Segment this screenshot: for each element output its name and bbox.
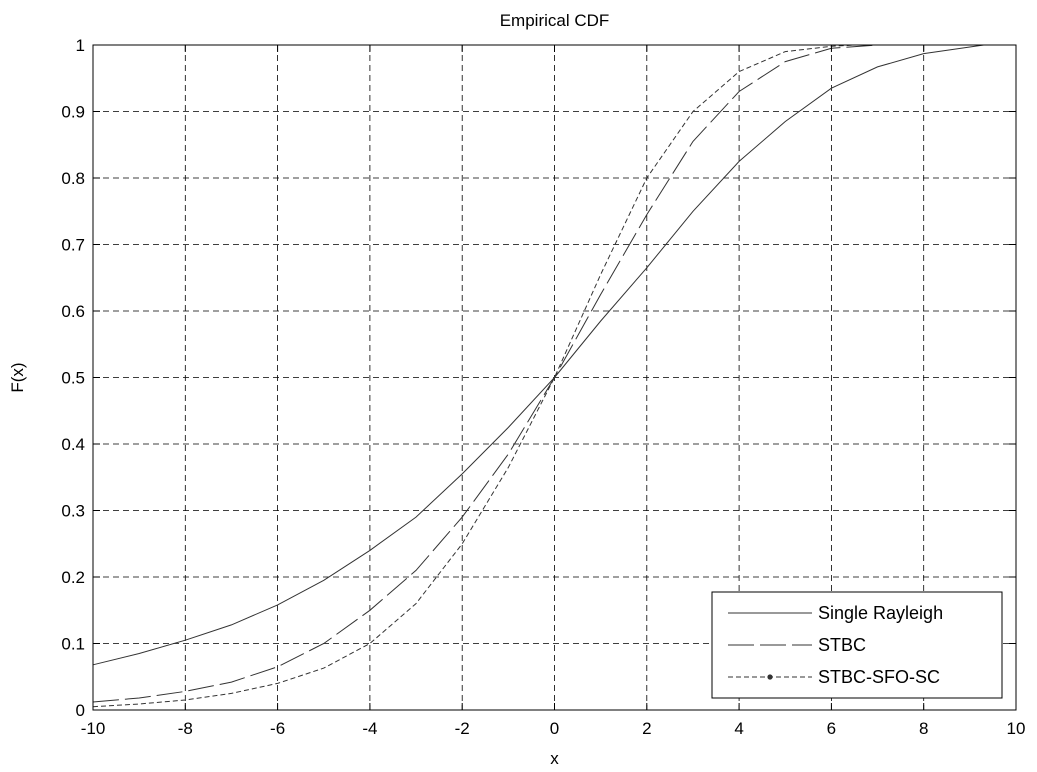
x-tick-label: 10 — [1007, 719, 1026, 738]
series-line-3 — [92, 44, 855, 708]
x-tick-label: 4 — [734, 719, 743, 738]
x-axis-label: x — [550, 749, 559, 768]
y-tick-label: 1 — [76, 36, 85, 55]
axis-ticks: -10 -8 -6 -4 -2 0 2 4 6 8 10 0 0.1 0.2 0.3 0.4 0.5 0.6 0.7… — [61, 36, 1025, 738]
y-tick-label: 0.3 — [61, 502, 85, 521]
grid-lines — [93, 45, 1016, 710]
x-tick-label: -6 — [270, 719, 285, 738]
x-tick-label: -8 — [178, 719, 193, 738]
y-tick-label: 0.7 — [61, 236, 85, 255]
x-tick-label: -4 — [362, 719, 377, 738]
legend: Single Rayleigh STBC STBC-SFO-SC — [711, 591, 1003, 699]
legend-entry-label: STBC-SFO-SC — [818, 667, 940, 687]
series-lines — [92, 44, 984, 708]
series-line-2 — [92, 44, 878, 703]
x-tick-label: 8 — [919, 719, 928, 738]
x-tick-label: 0 — [550, 719, 559, 738]
y-tick-label: 0.2 — [61, 568, 85, 587]
x-tick-label: 2 — [642, 719, 651, 738]
legend-entry-label: Single Rayleigh — [818, 603, 943, 623]
chart-title: Empirical CDF — [500, 11, 610, 30]
y-tick-label: 0.6 — [61, 302, 85, 321]
y-tick-label: 0 — [76, 701, 85, 720]
legend-marker — [767, 674, 773, 680]
y-tick-label: 0.8 — [61, 169, 85, 188]
legend-entry-label: STBC — [818, 635, 866, 655]
y-tick-label: 0.5 — [61, 369, 85, 388]
y-axis-label: F(x) — [8, 362, 27, 392]
y-tick-label: 0.9 — [61, 103, 85, 122]
x-tick-label: 6 — [827, 719, 836, 738]
x-tick-label: -10 — [81, 719, 106, 738]
y-tick-label: 0.4 — [61, 435, 85, 454]
x-tick-label: -2 — [455, 719, 470, 738]
y-tick-label: 0.1 — [61, 635, 85, 654]
